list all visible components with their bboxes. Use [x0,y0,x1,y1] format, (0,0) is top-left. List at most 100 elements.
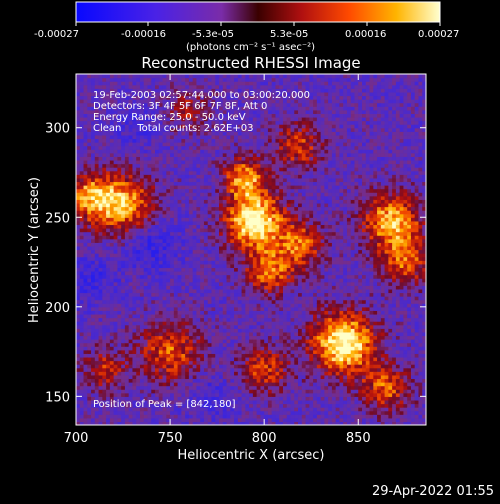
heatmap-cell [192,324,198,329]
heatmap-cell [98,134,103,140]
heatmap-cell [177,324,182,329]
heatmap-cell [256,328,262,333]
heatmap-cell [106,349,111,354]
heatmap-cell [200,159,205,165]
heatmap-cell [245,374,250,380]
heatmap-cell [226,91,231,97]
heatmap-cell [200,206,205,211]
heatmap-cell [136,217,141,222]
heatmap-cell [87,238,92,243]
heatmap-cell [151,224,156,229]
heatmap-cell [226,213,231,218]
heatmap-cell [222,260,228,265]
heatmap-cell [87,181,92,186]
heatmap-cell [245,403,250,408]
heatmap-cell [91,120,96,125]
heatmap-cell [166,382,171,387]
heatmap-cell [76,149,81,154]
heatmap-cell [256,185,262,190]
heatmap-cell [245,360,250,365]
heatmap-cell [256,306,262,311]
heatmap-cell [200,310,205,315]
heatmap-cell [106,417,111,423]
heatmap-cell [170,274,175,279]
heatmap-cell [219,238,224,243]
heatmap-cell [219,213,224,218]
heatmap-cell [166,303,171,308]
heatmap-cell [237,116,243,122]
heatmap-cell [245,185,250,190]
heatmap-cell [264,317,269,322]
heatmap-cell [158,249,164,254]
heatmap-cell [79,324,85,329]
heatmap-cell [237,170,243,175]
heatmap-cell [234,138,239,143]
heatmap-cell [249,378,254,383]
heatmap-cell [249,170,254,175]
heatmap-cell [98,313,103,319]
heatmap-cell [91,159,96,165]
heatmap-cell [151,149,156,154]
heatmap-cell [200,249,205,254]
heatmap-cell [124,421,130,425]
heatmap-cell [241,163,246,168]
heatmap-cell [143,149,149,154]
heatmap-cell [241,145,246,150]
heatmap-cell [94,74,100,79]
heatmap-cell [143,407,149,412]
heatmap-cell [241,149,246,154]
heatmap-cell [121,210,126,215]
heatmap-cell [226,335,231,340]
heatmap-cell [173,317,179,322]
heatmap-cell [124,149,130,154]
heatmap-cell [76,392,81,397]
heatmap-cell [185,106,190,111]
heatmap-cell [94,360,100,365]
heatmap-cell [132,210,137,215]
heatmap-cell [222,263,228,269]
heatmap-cell [143,127,149,132]
heatmap-cell [166,263,171,269]
heatmap-cell [203,292,209,297]
heatmap-cell [124,242,130,247]
heatmap-cell [219,324,224,329]
heatmap-cell [196,374,201,380]
heatmap-cell [106,414,111,419]
heatmap-cell [102,414,107,419]
heatmap-cell [230,382,235,387]
heatmap-cell [185,213,190,218]
heatmap-cell [241,399,246,405]
heatmap-cell [143,342,149,347]
heatmap-cell [177,317,182,322]
heatmap-cell [185,167,190,172]
heatmap-cell [215,285,220,290]
heatmap-cell [143,188,149,193]
heatmap-cell [151,188,156,193]
heatmap-cell [166,396,171,401]
heatmap-cell [211,84,216,89]
heatmap-cell [83,170,88,175]
heatmap-cell [234,245,239,251]
heatmap-cell [264,371,269,376]
heatmap-cell [166,267,171,272]
heatmap-cell [151,99,156,104]
heatmap-cell [147,349,152,354]
heatmap-cell [256,407,262,412]
colorbar-tick-label: 0.00027 [418,29,459,40]
heatmap-cell [207,407,213,412]
heatmap-cell [211,113,216,118]
heatmap-cell [109,385,115,390]
heatmap-cell [170,303,175,308]
heatmap-cell [215,321,220,326]
heatmap-cell [219,95,224,100]
heatmap-cell [260,231,265,236]
heatmap-cell [260,367,265,372]
heatmap-cell [252,274,258,279]
heatmap-cell [173,188,179,193]
heatmap-cell [260,206,265,211]
heatmap-cell [109,299,115,304]
heatmap-cell [256,167,262,172]
heatmap-cell [200,328,205,333]
heatmap-cell [237,278,243,283]
heatmap-cell [211,349,216,354]
